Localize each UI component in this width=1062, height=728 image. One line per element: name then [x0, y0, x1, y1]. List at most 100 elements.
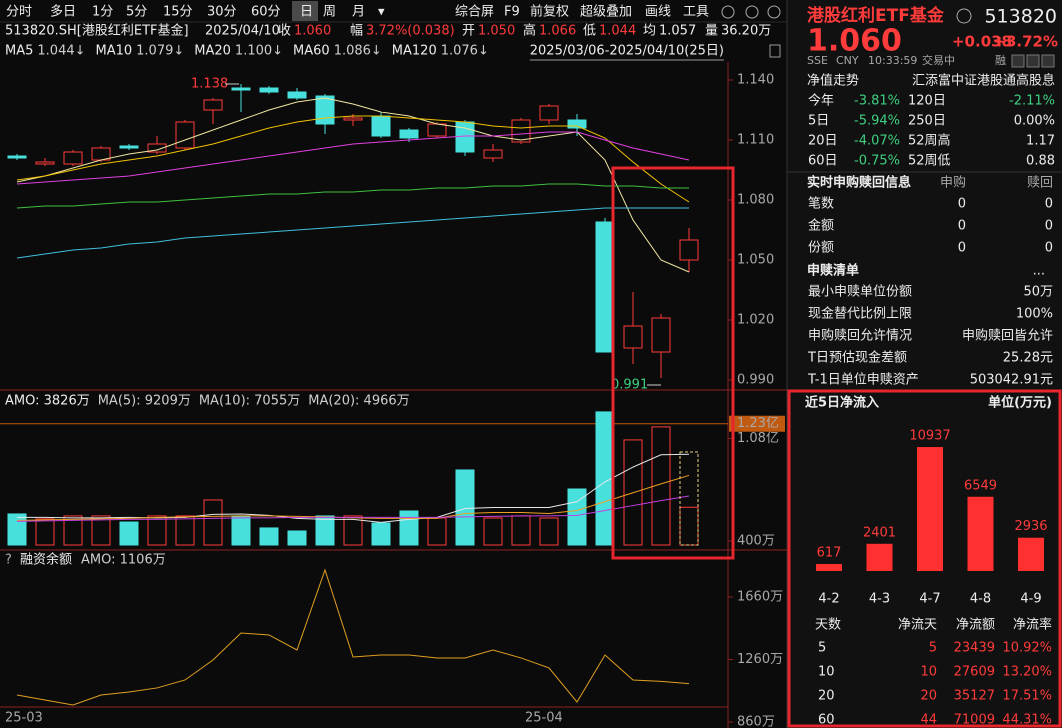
- max-label: 1.138: [191, 77, 228, 92]
- tab[interactable]: 周: [323, 5, 336, 20]
- icon[interactable]: [1026, 54, 1040, 68]
- ma-value: 1.100↓: [235, 44, 283, 59]
- row-value: -5.94%: [854, 114, 900, 129]
- icon[interactable]: [721, 5, 735, 19]
- icon[interactable]: [1041, 54, 1055, 68]
- row-label: 笔数: [808, 196, 834, 212]
- ma-value: 1.076↓: [441, 44, 489, 59]
- row-value: 25.28元: [1003, 351, 1053, 366]
- active-tab: [292, 1, 318, 21]
- cell: 35127: [954, 689, 995, 704]
- volume-bar: [679, 506, 699, 546]
- volume-bar: [231, 515, 251, 546]
- tab[interactable]: 日: [300, 5, 313, 20]
- column-header: 申购: [940, 175, 966, 191]
- row-value: -2.11%: [1009, 94, 1055, 109]
- cell: 5: [818, 641, 826, 656]
- candle-body: [63, 151, 83, 165]
- info-icon[interactable]: [956, 8, 972, 24]
- volume-bar: [511, 515, 531, 546]
- tool-button[interactable]: 前复权: [530, 4, 569, 20]
- icon[interactable]: [769, 44, 781, 58]
- section-title: 净值走势: [807, 73, 859, 89]
- unit-label: 单位(万元): [988, 395, 1052, 411]
- tab[interactable]: 多日: [50, 4, 76, 20]
- y-tick-label: 1.23亿: [737, 416, 779, 431]
- cell: 20: [818, 689, 835, 704]
- tab[interactable]: 1分: [92, 5, 113, 20]
- ma-name: MA120: [392, 44, 437, 59]
- column-header: 净流额: [956, 618, 995, 633]
- volume-bar: [147, 515, 167, 546]
- bar: [1018, 537, 1044, 571]
- tool-button[interactable]: 综合屏: [455, 5, 494, 20]
- icon[interactable]: [767, 5, 781, 19]
- icon[interactable]: [1011, 54, 1025, 68]
- field-label: 高: [523, 23, 536, 39]
- label-bg: [729, 415, 785, 432]
- dropdown[interactable]: ▾: [378, 5, 385, 20]
- volume-bar: [203, 499, 223, 546]
- x-tick-label: 4-2: [818, 592, 839, 607]
- cell: 10: [920, 665, 937, 680]
- tab[interactable]: 60分: [251, 5, 281, 20]
- y-tick-label: 400万: [737, 534, 775, 549]
- candle-body: [119, 145, 139, 149]
- row-value: 0: [958, 219, 966, 234]
- field-label: 开: [462, 24, 475, 39]
- tool-button[interactable]: 超级叠加: [580, 5, 632, 20]
- candle-body: [595, 221, 615, 353]
- ma-label: MA(10): 7055万: [199, 394, 300, 409]
- cell: 5: [929, 641, 937, 656]
- selection-box: [679, 451, 699, 546]
- ma-line: [16, 183, 689, 209]
- cell: 10: [818, 665, 835, 680]
- row-value: 0: [1045, 219, 1053, 234]
- ma-line: [16, 207, 689, 259]
- badge: 融: [995, 54, 1006, 67]
- help-icon[interactable]: ?: [5, 553, 12, 568]
- more-button[interactable]: ...: [1033, 264, 1045, 279]
- field-label: 均: [643, 24, 656, 39]
- side-panel: [787, 0, 1062, 728]
- tab[interactable]: 月: [352, 5, 365, 20]
- field-label: 量: [705, 24, 718, 39]
- field-value: 1.066: [539, 24, 576, 39]
- row-label: 申购赎回允许情况: [808, 328, 912, 344]
- volume-bar: [287, 530, 307, 546]
- row-label: 250日: [908, 114, 946, 129]
- row-label: T-1日单位申赎资产: [807, 373, 919, 388]
- tool-button[interactable]: 画线: [645, 5, 671, 20]
- row-label: 份额: [808, 241, 834, 256]
- ma-line: [16, 495, 690, 522]
- tab[interactable]: 5分: [126, 5, 147, 20]
- cell: 44.31%: [1002, 713, 1052, 728]
- y-tick-label: 1260万: [737, 652, 783, 667]
- ma-value: 1.086↓: [334, 44, 382, 59]
- x-tick-label: 4-9: [1020, 592, 1041, 607]
- tab[interactable]: 15分: [163, 5, 193, 20]
- icon[interactable]: [745, 5, 759, 19]
- tab[interactable]: 30分: [207, 5, 237, 20]
- change: +0.038: [952, 33, 1012, 51]
- bar: [816, 564, 842, 571]
- row-label: 今年: [808, 93, 834, 109]
- cell: 44: [920, 713, 937, 728]
- value-label: 10937: [909, 429, 950, 444]
- row-label: 60日: [808, 154, 838, 169]
- tab[interactable]: 分时: [6, 5, 32, 20]
- tool-button[interactable]: 工具: [683, 5, 709, 20]
- price: 1.060: [807, 24, 902, 59]
- tool-button[interactable]: F9: [504, 5, 520, 20]
- volume-bar: [63, 515, 83, 546]
- margin-line: [16, 568, 690, 706]
- cell: 17.51%: [1002, 689, 1052, 704]
- row-value: 申购赎回皆允许: [962, 328, 1053, 344]
- status-text: SSE: [807, 54, 828, 67]
- candle-body: [7, 155, 27, 159]
- x-tick-label: 25-04: [525, 711, 563, 726]
- value-label: 2401: [863, 525, 896, 540]
- row-label: 5日: [808, 114, 829, 129]
